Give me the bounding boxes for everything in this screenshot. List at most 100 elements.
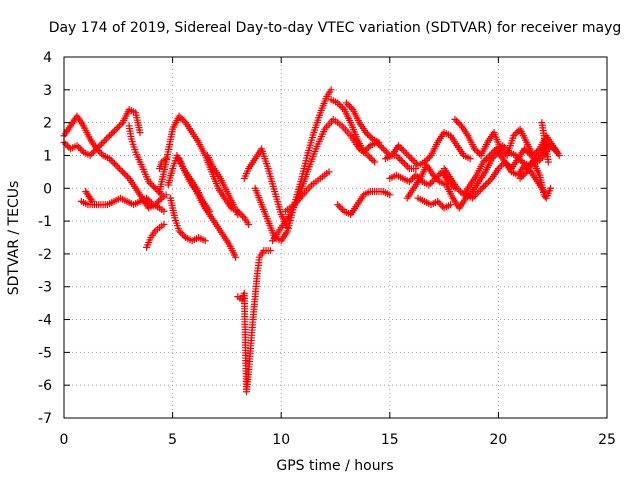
data-point [481,181,489,189]
data-point [447,201,455,209]
series-track-10 [166,194,209,245]
data-point [402,161,410,169]
data-point [378,143,386,151]
data-point [555,151,563,159]
data-point [405,178,413,186]
series-track-17 [282,168,333,215]
data-point [500,148,508,156]
data-point [513,128,521,136]
data-point [96,142,104,150]
data-point [94,147,102,155]
data-point [428,178,436,186]
data-point [145,178,153,186]
y-tick-label: -7 [38,411,52,427]
data-point [478,184,486,192]
data-point [381,147,389,155]
axis-ticks [63,56,608,419]
series-track-28 [516,158,555,202]
data-point [325,168,333,176]
data-point [375,138,383,146]
data-point [454,119,462,127]
data-point [180,232,188,240]
data-point [466,155,474,163]
data-point [339,104,347,112]
data-point [115,165,123,173]
data-point [117,120,125,128]
data-point [201,237,209,245]
data-point [407,176,415,184]
data-point [62,140,70,148]
data-point [498,161,506,169]
data-point [365,143,373,151]
data-point [144,196,152,204]
chart-title: Day 174 of 2019, Sidereal Day-to-day VTE… [49,20,622,36]
data-point [122,171,130,179]
data-point [239,212,247,220]
data-point [109,128,117,136]
data-point [406,153,414,161]
x-tick-label: 10 [272,432,290,448]
series-track-21 [381,128,474,169]
data-point [474,148,482,156]
data-point [529,151,537,159]
data-point [394,142,402,150]
data-point [486,176,494,184]
grid-lines [63,56,608,419]
data-point [87,196,95,204]
data-point [515,155,523,163]
series-track-15 [251,86,335,245]
data-point [89,148,97,156]
data-point [485,178,493,186]
data-point [476,186,484,194]
y-tick-label: -5 [38,345,52,361]
data-point [434,176,442,184]
data-point [363,145,371,153]
data-point [178,115,186,123]
data-point [511,130,519,138]
data-point [114,163,122,171]
data-point [516,174,524,182]
data-point [327,86,335,94]
data-point [335,101,343,109]
data-point [110,160,118,168]
data-point [206,207,214,215]
data-point [335,202,343,210]
data-point [102,135,110,143]
y-tick-label: -6 [38,378,52,394]
data-point [489,148,497,156]
x-tick-label: 0 [60,432,69,448]
data-point [371,158,379,166]
data-point [547,184,555,192]
x-tick-label: 15 [381,432,399,448]
data-point [435,199,443,207]
data-point [97,140,105,148]
data-point [398,145,406,153]
data-point [364,151,372,159]
data-point [160,220,168,228]
data-point [180,117,188,125]
data-point [114,124,122,132]
data-point [496,163,504,171]
data-point [334,201,342,209]
data-point [342,99,350,107]
data-point [245,220,253,228]
data-point [411,158,419,166]
y-tick-label: -3 [38,280,52,296]
y-tick-label: 1 [43,148,52,164]
series-track-27 [462,158,548,202]
data-point [484,153,492,161]
series-track-6 [143,220,168,251]
y-tick-label: 0 [43,181,52,197]
series-track-3 [77,194,168,215]
data-point [93,145,101,153]
data-point [97,150,105,158]
data-point [471,145,479,153]
data-point [266,247,274,255]
data-point [412,171,420,179]
data-point [96,148,104,156]
data-point [427,179,435,187]
data-point [99,138,107,146]
data-point [147,199,155,207]
data-point [234,211,242,219]
